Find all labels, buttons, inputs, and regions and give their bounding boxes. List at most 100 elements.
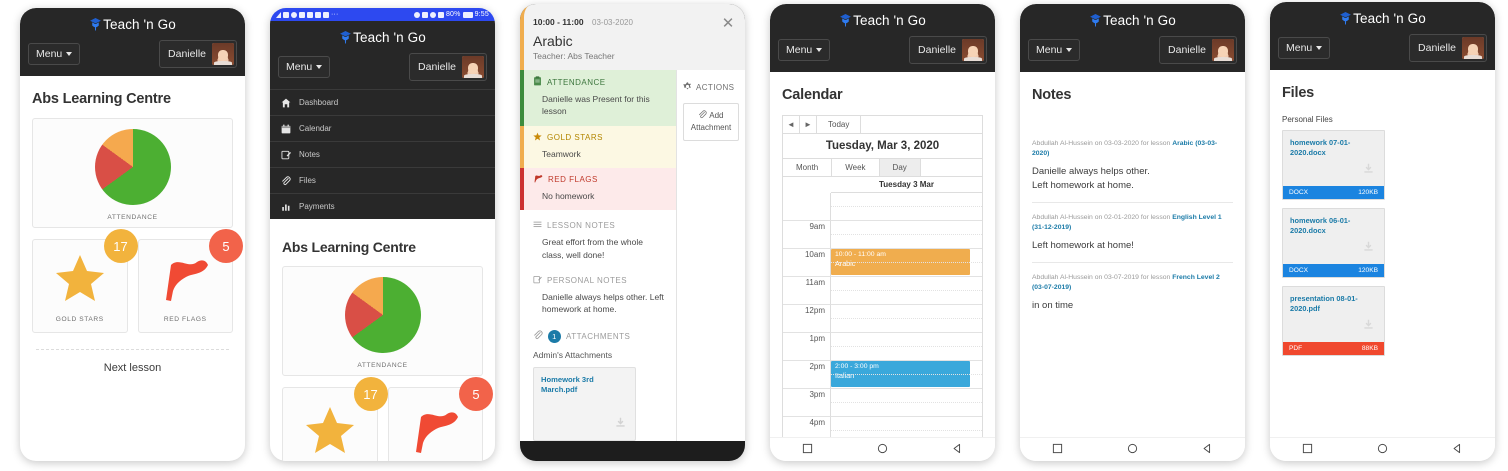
phone-notes: Teach 'n Go Menu Danielle Notes — [1020, 4, 1245, 461]
user-button[interactable]: Danielle — [909, 36, 987, 64]
attendance-card[interactable]: ATTENDANCE — [282, 266, 483, 376]
page-title: Notes — [1032, 87, 1072, 103]
add-attachment-button[interactable]: Add Attachment — [683, 103, 739, 141]
recents-icon[interactable] — [802, 441, 813, 459]
note-item[interactable]: Abdullah Al-Hussein on 03-03-2020 for le… — [1032, 129, 1233, 203]
status-right-icons: 80% 9:55 — [413, 11, 489, 18]
file-type: PDF — [1289, 345, 1303, 352]
phone-lesson-modal: 10:00 - 11:00 03-03-2020 Arabic Teacher:… — [520, 4, 745, 461]
user-button[interactable]: Danielle — [409, 53, 487, 81]
view-month[interactable]: Month — [783, 159, 833, 176]
close-icon[interactable]: ✕ — [721, 15, 735, 32]
section-lesson-notes: LESSON NOTES Great effort from the whole… — [520, 210, 676, 269]
file-card[interactable]: homework 07-01-2020.docx DOCX 120KB — [1282, 130, 1385, 200]
star-icon — [533, 132, 542, 143]
time-slot[interactable] — [831, 277, 982, 305]
android-navbar — [1270, 437, 1495, 461]
view-day[interactable]: Day — [879, 159, 921, 176]
sidebar-item-notes[interactable]: Notes — [270, 141, 495, 167]
section-heading: ATTENDANCE — [547, 77, 606, 87]
time-slot[interactable] — [831, 333, 982, 361]
time-slot[interactable] — [831, 389, 982, 417]
calendar-event-arabic[interactable]: 10:00 - 11:00 am Arabic — [831, 249, 970, 275]
red-flags-tile[interactable]: 5 — [387, 377, 493, 461]
note-lesson-link[interactable]: Arabic (03-03-2020) — [1032, 140, 1218, 158]
files-content: Files Personal Files homework 07-01-2020… — [1270, 70, 1495, 356]
gold-stars-caption: GOLD STARS — [55, 316, 104, 323]
next-lesson-label[interactable]: Next lesson — [103, 362, 162, 374]
time-slot[interactable] — [831, 221, 982, 249]
sidebar-item-calendar[interactable]: Calendar — [270, 115, 495, 141]
time-slot[interactable]: 2:00 - 3:00 pm Italian — [831, 361, 982, 389]
back-icon[interactable] — [1452, 441, 1463, 459]
stat-tiles: 17 GOLD STARS 5 RED FLAGS — [32, 229, 243, 333]
user-button[interactable]: Danielle — [1159, 36, 1237, 64]
gold-stars-tile[interactable]: 17 GOLD STARS — [32, 229, 138, 333]
prev-button[interactable]: ◄ — [783, 116, 800, 133]
red-flags-badge: 5 — [209, 229, 243, 263]
menu-label: Menu — [786, 44, 813, 56]
note-meta: Abdullah Al-Hussein on 03-03-2020 for le… — [1032, 139, 1233, 159]
menu-button[interactable]: Menu — [278, 56, 331, 78]
files-section-label: Personal Files — [1282, 115, 1333, 124]
attachment-file-card[interactable]: Homework 3rd March.pdf — [533, 366, 636, 441]
time-label — [783, 193, 831, 221]
menu-button[interactable]: Menu — [778, 39, 831, 61]
download-icon[interactable] — [615, 415, 626, 433]
note-item[interactable]: Abdullah Al-Hussein on 02-01-2020 for le… — [1032, 203, 1233, 264]
today-button[interactable]: Today — [817, 116, 862, 133]
battery-percent: 80% — [445, 11, 461, 18]
download-icon[interactable] — [1363, 161, 1374, 179]
attendance-card[interactable]: ATTENDANCE — [32, 118, 233, 228]
user-button[interactable]: Danielle — [159, 40, 237, 68]
home-icon[interactable] — [877, 441, 888, 459]
file-card[interactable]: presentation 08-01-2020.pdf PDF 88KB — [1282, 286, 1385, 356]
menu-button[interactable]: Menu — [1028, 39, 1081, 61]
user-button[interactable]: Danielle — [1409, 34, 1487, 62]
brand: Teach 'n Go — [278, 27, 487, 47]
divider — [36, 349, 229, 350]
sidebar-item-label: Dashboard — [299, 98, 339, 107]
download-icon[interactable] — [1363, 317, 1374, 335]
battery-icon — [462, 11, 473, 18]
section-red-flags: RED FLAGS No homework — [520, 167, 676, 211]
time-slot[interactable] — [831, 193, 982, 221]
back-icon[interactable] — [952, 441, 963, 459]
user-name: Danielle — [918, 44, 956, 56]
section-gold-stars: GOLD STARS Teamwork — [520, 125, 676, 168]
back-icon[interactable] — [1202, 441, 1213, 459]
recents-icon[interactable] — [1052, 441, 1063, 459]
event-name: Arabic — [835, 259, 856, 268]
recents-icon[interactable] — [1302, 441, 1313, 459]
home-icon[interactable] — [1377, 441, 1388, 459]
menu-button[interactable]: Menu — [1278, 37, 1331, 59]
file-card[interactable]: homework 06-01-2020.docx DOCX 120KB — [1282, 208, 1385, 278]
note-lesson-link[interactable]: French Level 2 (03-07-2019) — [1032, 274, 1220, 292]
note-lesson-link[interactable]: English Level 1 (31-12-2019) — [1032, 213, 1222, 232]
file-size: 120KB — [1358, 189, 1378, 196]
sidebar-item-payments[interactable]: Payments — [270, 193, 495, 219]
time-slot[interactable]: 10:00 - 11:00 am Arabic — [831, 249, 982, 277]
download-icon[interactable] — [1363, 239, 1374, 257]
dnd-icon — [429, 11, 436, 18]
menu-button[interactable]: Menu — [28, 43, 81, 65]
red-flags-tile[interactable]: 5 RED FLAGS — [137, 229, 243, 333]
page-title: Abs Learning Centre — [32, 91, 171, 107]
flag-icon — [139, 240, 233, 316]
paperclip-icon — [533, 330, 543, 342]
next-button[interactable]: ► — [800, 116, 817, 133]
home-icon[interactable] — [1127, 441, 1138, 459]
calendar-event-italian[interactable]: 2:00 - 3:00 pm Italian — [831, 361, 970, 387]
avatar — [1462, 37, 1484, 59]
sidebar-item-dashboard[interactable]: Dashboard — [270, 89, 495, 115]
lesson-teacher: Teacher: Abs Teacher — [533, 51, 615, 61]
note-item[interactable]: Abdullah Al-Hussein on 03-07-2019 for le… — [1032, 263, 1233, 322]
graduation-cap-icon — [1339, 11, 1352, 26]
status-left-icons: ··· — [276, 11, 339, 18]
gold-stars-tile[interactable]: 17 — [282, 377, 388, 461]
notes-list: Abdullah Al-Hussein on 03-03-2020 for le… — [1032, 129, 1233, 322]
sidebar-item-files[interactable]: Files — [270, 167, 495, 193]
brand: Teach 'n Go — [1028, 10, 1237, 30]
view-week[interactable]: Week — [832, 159, 880, 176]
time-slot[interactable] — [831, 305, 982, 333]
